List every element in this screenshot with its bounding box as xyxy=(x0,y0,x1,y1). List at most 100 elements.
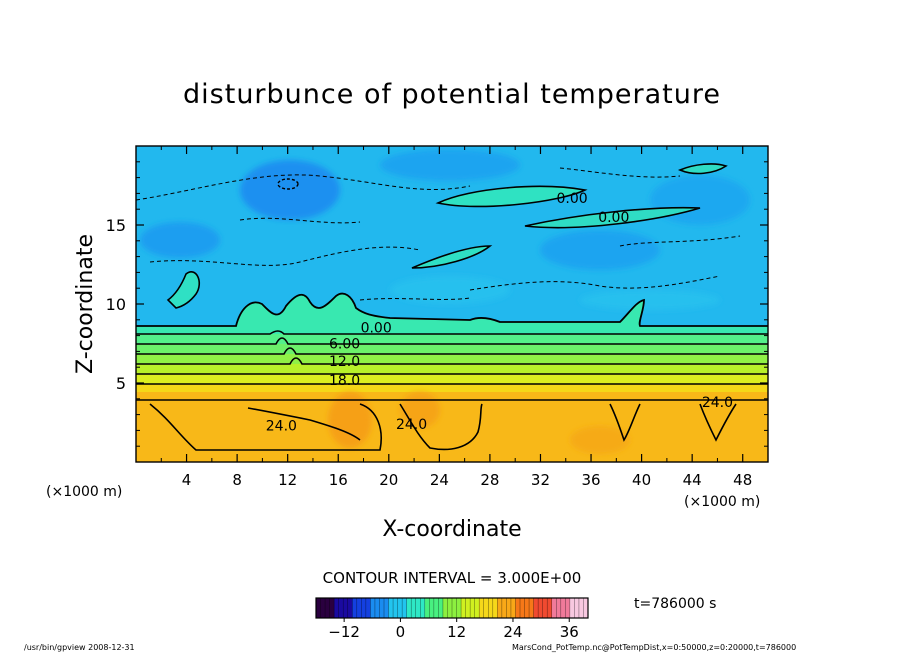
colorbar-cell xyxy=(442,598,448,618)
colorbar-cell xyxy=(474,598,480,618)
contour-label: 12.0 xyxy=(329,354,360,370)
x-tick-label: 40 xyxy=(632,471,651,489)
colorbar-tick-label: 0 xyxy=(396,623,406,641)
time-stamp: t=786000 s xyxy=(634,596,716,612)
colorbar-cell xyxy=(506,598,512,618)
x-axis-unit: (×1000 m) xyxy=(684,494,760,510)
x-tick-label: 24 xyxy=(430,471,449,489)
colorbar-cell xyxy=(429,598,435,618)
chart-title: disturbunce of potential temperature xyxy=(183,79,721,110)
colorbar-cell xyxy=(470,598,476,618)
colorbar-cell xyxy=(338,598,344,618)
colorbar-cell xyxy=(533,598,539,618)
colorbar-cell xyxy=(492,598,498,618)
x-tick-label: 8 xyxy=(232,471,242,489)
x-tick-label: 32 xyxy=(531,471,550,489)
contour-label: 24.0 xyxy=(266,419,297,435)
colorbar-cell xyxy=(461,598,466,618)
colorbar-cell xyxy=(420,598,426,618)
y-axis-label: Z-coordinate xyxy=(73,234,98,374)
colorbar-cell xyxy=(452,598,457,618)
colorbar-cell xyxy=(347,598,353,618)
x-tick-label: 4 xyxy=(182,471,192,489)
colorbar-cell xyxy=(329,598,335,618)
y-tick-label: 15 xyxy=(106,216,126,235)
colorbar-cell xyxy=(456,598,462,618)
colorbar-cell xyxy=(479,598,485,618)
colorbar-cell xyxy=(501,598,507,618)
y-axis: 5 10 15 xyxy=(106,161,768,447)
y-axis-unit: (×1000 m) xyxy=(46,484,122,500)
y-tick-label: 5 xyxy=(116,374,126,393)
colorbar-cell xyxy=(556,598,562,618)
colorbar-cell xyxy=(325,598,330,618)
colorbar-cell xyxy=(560,598,566,618)
contour-interval: CONTOUR INTERVAL = 3.000E+00 xyxy=(323,569,582,587)
colorbar-tick-label: 24 xyxy=(503,623,522,641)
colorbar-cell xyxy=(565,598,571,618)
colorbar-cell xyxy=(424,598,430,618)
colorbar-cell xyxy=(583,598,589,618)
contour-label: 18.0 xyxy=(329,373,360,389)
colorbar-cell xyxy=(488,598,494,618)
x-tick-label: 44 xyxy=(683,471,702,489)
x-tick-label: 28 xyxy=(480,471,499,489)
colorbar-cell xyxy=(352,598,358,618)
colorbar-cell xyxy=(406,598,412,618)
colorbar xyxy=(315,597,589,619)
colorbar-cell xyxy=(365,598,371,618)
colorbar-cell xyxy=(356,598,362,618)
contour-label: 24.0 xyxy=(396,417,427,433)
contour-field xyxy=(136,146,768,462)
colorbar-cell xyxy=(379,598,385,618)
colorbar-cell xyxy=(384,598,389,618)
colorbar-cell xyxy=(415,598,421,618)
colorbar-cell xyxy=(551,598,557,618)
colorbar-tick-label: 12 xyxy=(447,623,466,641)
colorbar-frame xyxy=(315,597,589,619)
colorbar-cell xyxy=(510,598,516,618)
colorbar-cell xyxy=(361,598,367,618)
colorbar-cell xyxy=(524,598,530,618)
x-tick-label: 16 xyxy=(329,471,348,489)
colorbar-cell xyxy=(411,598,417,618)
colorbar-cell xyxy=(320,598,326,618)
y-tick-label: 10 xyxy=(106,295,126,314)
colorbar-cell xyxy=(515,598,521,618)
x-axis: 4 8 12 16 20 24 28 32 36 40 44 48 xyxy=(160,146,752,489)
colorbar-cell xyxy=(547,598,553,618)
x-tick-label: 20 xyxy=(379,471,398,489)
colorbar-cell xyxy=(578,598,584,618)
colorbar-cell xyxy=(388,598,394,618)
x-axis-label: X-coordinate xyxy=(382,517,521,542)
colorbar-cell xyxy=(520,598,525,618)
colorbar-cell xyxy=(370,598,376,618)
x-tick-label: 12 xyxy=(278,471,297,489)
footer-left: /usr/bin/gpview 2008-12-31 xyxy=(24,643,135,652)
colorbar-cell xyxy=(393,598,398,618)
colorbar-cell xyxy=(574,598,580,618)
colorbar-cell xyxy=(538,598,544,618)
colorbar-cell xyxy=(438,598,444,618)
colorbar-cell xyxy=(397,598,403,618)
colorbar-cell xyxy=(569,598,575,618)
colorbar-cell xyxy=(402,598,408,618)
colorbar-tick-label: −12 xyxy=(328,623,360,641)
colorbar-cell xyxy=(483,598,489,618)
colorbar-cell xyxy=(316,598,321,618)
colorbar-cell xyxy=(542,598,548,618)
colorbar-cell xyxy=(447,598,453,618)
colorbar-cell xyxy=(465,598,471,618)
colorbar-cell xyxy=(433,598,439,618)
contour-label: 24.0 xyxy=(702,395,733,411)
colorbar-cell xyxy=(343,598,349,618)
footer-right: MarsCond_PotTemp.nc@PotTempDist,x=0:5000… xyxy=(512,643,796,652)
x-tick-label: 36 xyxy=(581,471,600,489)
contour-label: 0.00 xyxy=(598,210,629,226)
colorbar-cell xyxy=(529,598,534,618)
contour-label: 0.00 xyxy=(361,321,392,337)
contour-label: 0.00 xyxy=(556,191,587,207)
colorbar-cell xyxy=(497,598,503,618)
